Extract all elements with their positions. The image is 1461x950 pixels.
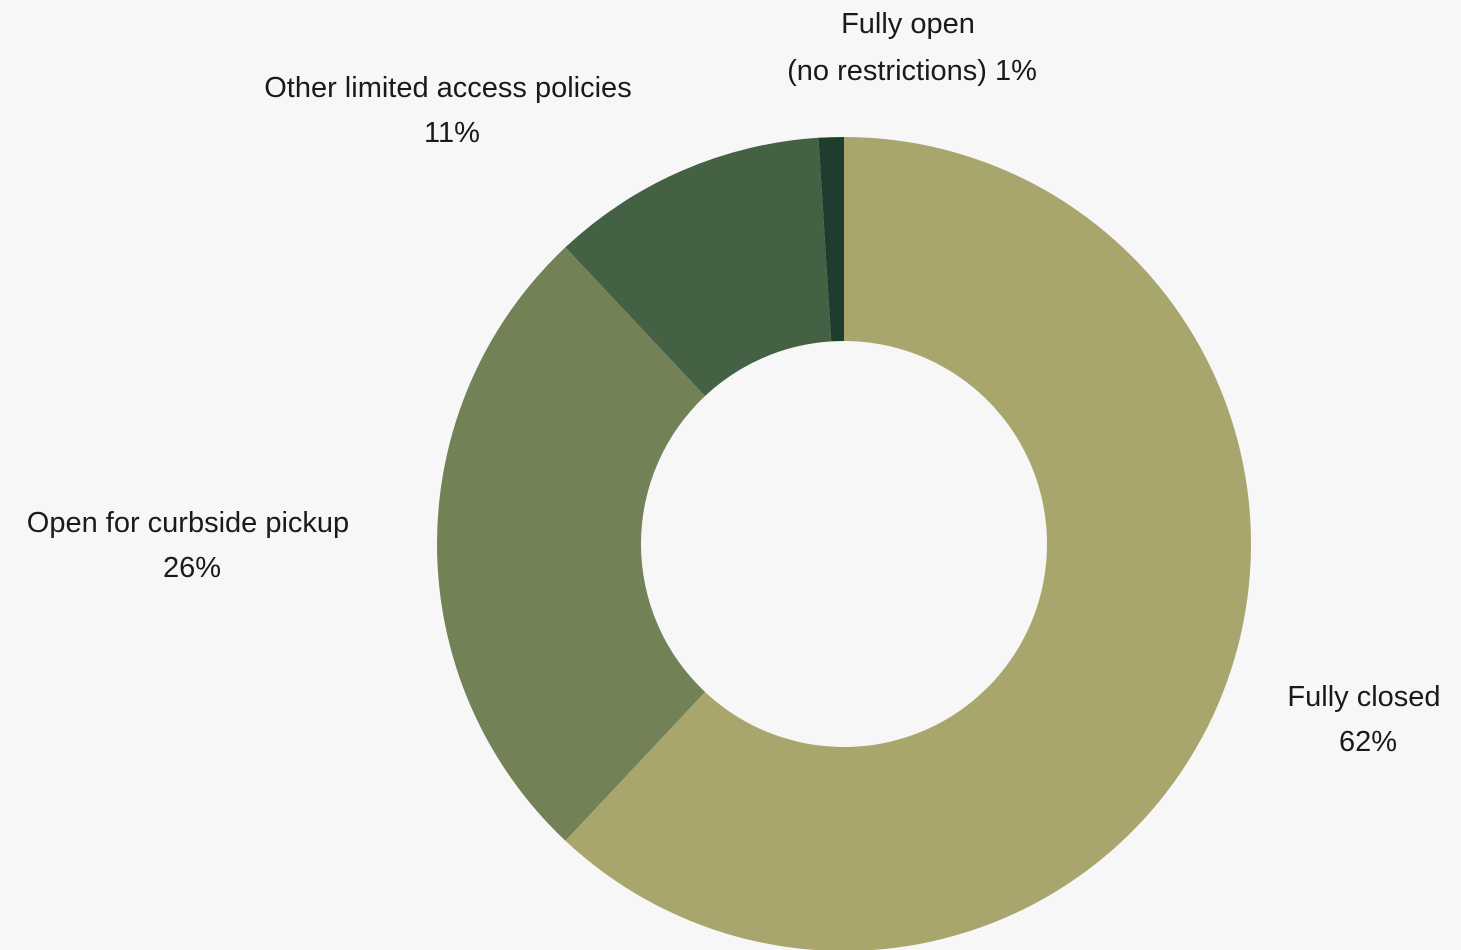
- slice-open-for-curbside-pickup: [437, 247, 706, 841]
- label-open-curbside: Open for curbside pickup 26%: [27, 507, 357, 584]
- slice-fully-open-no-restrictions: [818, 137, 844, 342]
- label-fully-closed: Fully closed 62%: [1287, 681, 1448, 758]
- label-fully-open: Fully open (no restrictions) 1%: [787, 8, 1037, 87]
- slice-other-limited-access-policies: [565, 137, 832, 397]
- labels-group: Fully closed 62% Open for curbside picku…: [27, 8, 1448, 758]
- slice-fully-closed: [565, 137, 1251, 950]
- label-other-limited: Other limited access policies 11%: [264, 72, 640, 149]
- slices-group: [437, 137, 1251, 950]
